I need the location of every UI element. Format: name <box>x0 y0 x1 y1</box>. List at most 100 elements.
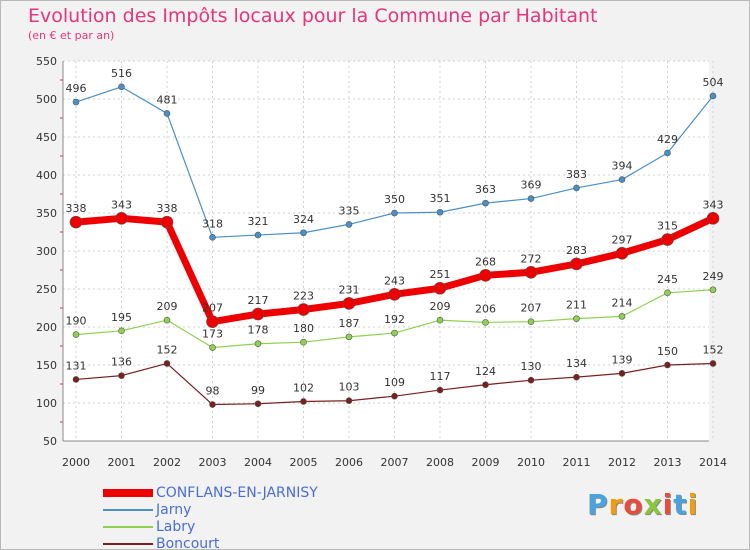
data-label-boncourt: 102 <box>293 381 314 394</box>
data-label-jarny: 496 <box>66 82 87 95</box>
data-point-labry <box>527 318 535 325</box>
data-label-conflans-en-jarnisy: 268 <box>475 255 496 268</box>
data-label-boncourt: 150 <box>657 345 678 358</box>
data-point-labry <box>573 315 580 322</box>
data-label-boncourt: 139 <box>612 353 633 366</box>
data-point-labry <box>345 333 353 341</box>
y-tick-label: 400 <box>36 169 57 182</box>
y-tick-label: 150 <box>36 359 57 372</box>
data-point-boncourt <box>482 381 489 389</box>
data-point-jarny <box>618 176 626 183</box>
data-point-jarny <box>527 195 535 202</box>
data-point-jarny <box>209 234 216 241</box>
data-point-boncourt <box>72 376 80 383</box>
logo-letter: t <box>673 488 688 521</box>
x-tick-label: 2000 <box>62 456 90 469</box>
data-label-labry: 207 <box>521 302 542 315</box>
data-label-jarny: 351 <box>430 192 451 205</box>
logo-letter: r <box>608 488 624 521</box>
y-tick-label: 500 <box>36 93 57 106</box>
data-point-boncourt <box>254 400 262 408</box>
y-tick-label: 300 <box>36 245 57 258</box>
logo-letter: o <box>623 488 644 521</box>
data-point-conflans-en-jarnisy <box>388 288 401 301</box>
data-point-labry <box>254 340 262 348</box>
data-point-boncourt <box>209 401 216 408</box>
data-label-labry: 214 <box>612 296 633 309</box>
legend-label: Labry <box>156 519 196 535</box>
data-label-labry: 192 <box>384 313 405 326</box>
data-label-conflans-en-jarnisy: 297 <box>612 233 633 246</box>
data-label-jarny: 481 <box>157 93 178 106</box>
y-tick-label: 200 <box>36 321 57 334</box>
data-point-boncourt <box>709 360 717 367</box>
legend-label: CONFLANS-EN-JARNISY <box>156 485 318 501</box>
x-tick-label: 2011 <box>563 456 591 469</box>
data-label-conflans-en-jarnisy: 223 <box>293 290 314 303</box>
data-label-conflans-en-jarnisy: 338 <box>66 202 87 215</box>
data-label-conflans-en-jarnisy: 343 <box>703 198 724 211</box>
data-label-boncourt: 124 <box>475 365 496 378</box>
data-point-conflans-en-jarnisy <box>342 297 356 310</box>
data-point-conflans-en-jarnisy <box>524 265 538 279</box>
y-tick-label: 100 <box>36 397 57 410</box>
data-point-jarny <box>391 209 398 217</box>
data-point-labry <box>709 286 717 294</box>
data-label-conflans-en-jarnisy: 343 <box>111 198 132 211</box>
data-point-labry <box>300 338 307 346</box>
data-label-conflans-en-jarnisy: 338 <box>157 202 178 215</box>
data-point-conflans-en-jarnisy <box>479 269 492 282</box>
data-point-conflans-en-jarnisy <box>433 281 447 295</box>
x-tick-label: 2002 <box>153 456 181 469</box>
data-label-boncourt: 103 <box>339 381 360 394</box>
x-tick-label: 2007 <box>381 456 409 469</box>
data-label-boncourt: 134 <box>566 357 587 370</box>
data-label-conflans-en-jarnisy: 231 <box>339 283 360 296</box>
data-label-labry: 180 <box>293 322 314 335</box>
data-label-boncourt: 152 <box>703 343 724 356</box>
data-point-labry <box>118 327 125 335</box>
data-label-labry: 209 <box>157 300 178 313</box>
legend-label: Jarny <box>156 502 192 518</box>
chart-subtitle: (en € et par an) <box>28 29 115 42</box>
data-point-jarny <box>345 221 353 228</box>
data-label-jarny: 318 <box>202 217 223 230</box>
data-point-jarny <box>482 199 489 207</box>
logo-letter: P <box>587 488 609 521</box>
legend-swatch <box>103 509 153 511</box>
data-label-jarny: 324 <box>293 213 314 226</box>
y-tick-label: 50 <box>43 435 57 448</box>
x-tick-label: 2001 <box>108 456 136 469</box>
data-label-labry: 178 <box>248 324 269 337</box>
data-label-boncourt: 136 <box>111 356 132 369</box>
legend-label: Boncourt <box>156 536 220 550</box>
chart-title: Evolution des Impôts locaux pour la Comm… <box>28 5 598 27</box>
data-label-boncourt: 152 <box>157 343 178 356</box>
legend-swatch <box>103 489 153 497</box>
proxiti-logo: Proxiti <box>587 488 698 521</box>
data-point-boncourt <box>163 360 171 367</box>
data-point-conflans-en-jarnisy <box>570 257 583 271</box>
data-point-boncourt <box>436 386 444 394</box>
data-point-labry <box>391 329 398 337</box>
data-label-conflans-en-jarnisy: 283 <box>566 244 587 257</box>
data-label-labry: 209 <box>430 300 451 313</box>
data-point-conflans-en-jarnisy <box>251 307 265 321</box>
data-point-labry <box>209 344 216 351</box>
data-label-jarny: 363 <box>475 183 496 196</box>
data-point-boncourt <box>118 372 125 379</box>
data-point-boncourt <box>664 361 671 369</box>
y-tick-label: 550 <box>36 55 57 68</box>
data-label-labry: 206 <box>475 302 496 315</box>
data-label-jarny: 429 <box>657 133 678 146</box>
data-point-boncourt <box>345 397 353 405</box>
data-point-jarny <box>436 208 444 216</box>
data-point-conflans-en-jarnisy <box>206 315 219 328</box>
data-label-jarny: 350 <box>384 193 405 206</box>
data-point-conflans-en-jarnisy <box>160 215 174 229</box>
data-label-labry: 211 <box>566 299 587 312</box>
x-tick-label: 2010 <box>517 456 545 469</box>
data-point-boncourt <box>300 398 307 405</box>
data-label-conflans-en-jarnisy: 251 <box>430 268 451 281</box>
